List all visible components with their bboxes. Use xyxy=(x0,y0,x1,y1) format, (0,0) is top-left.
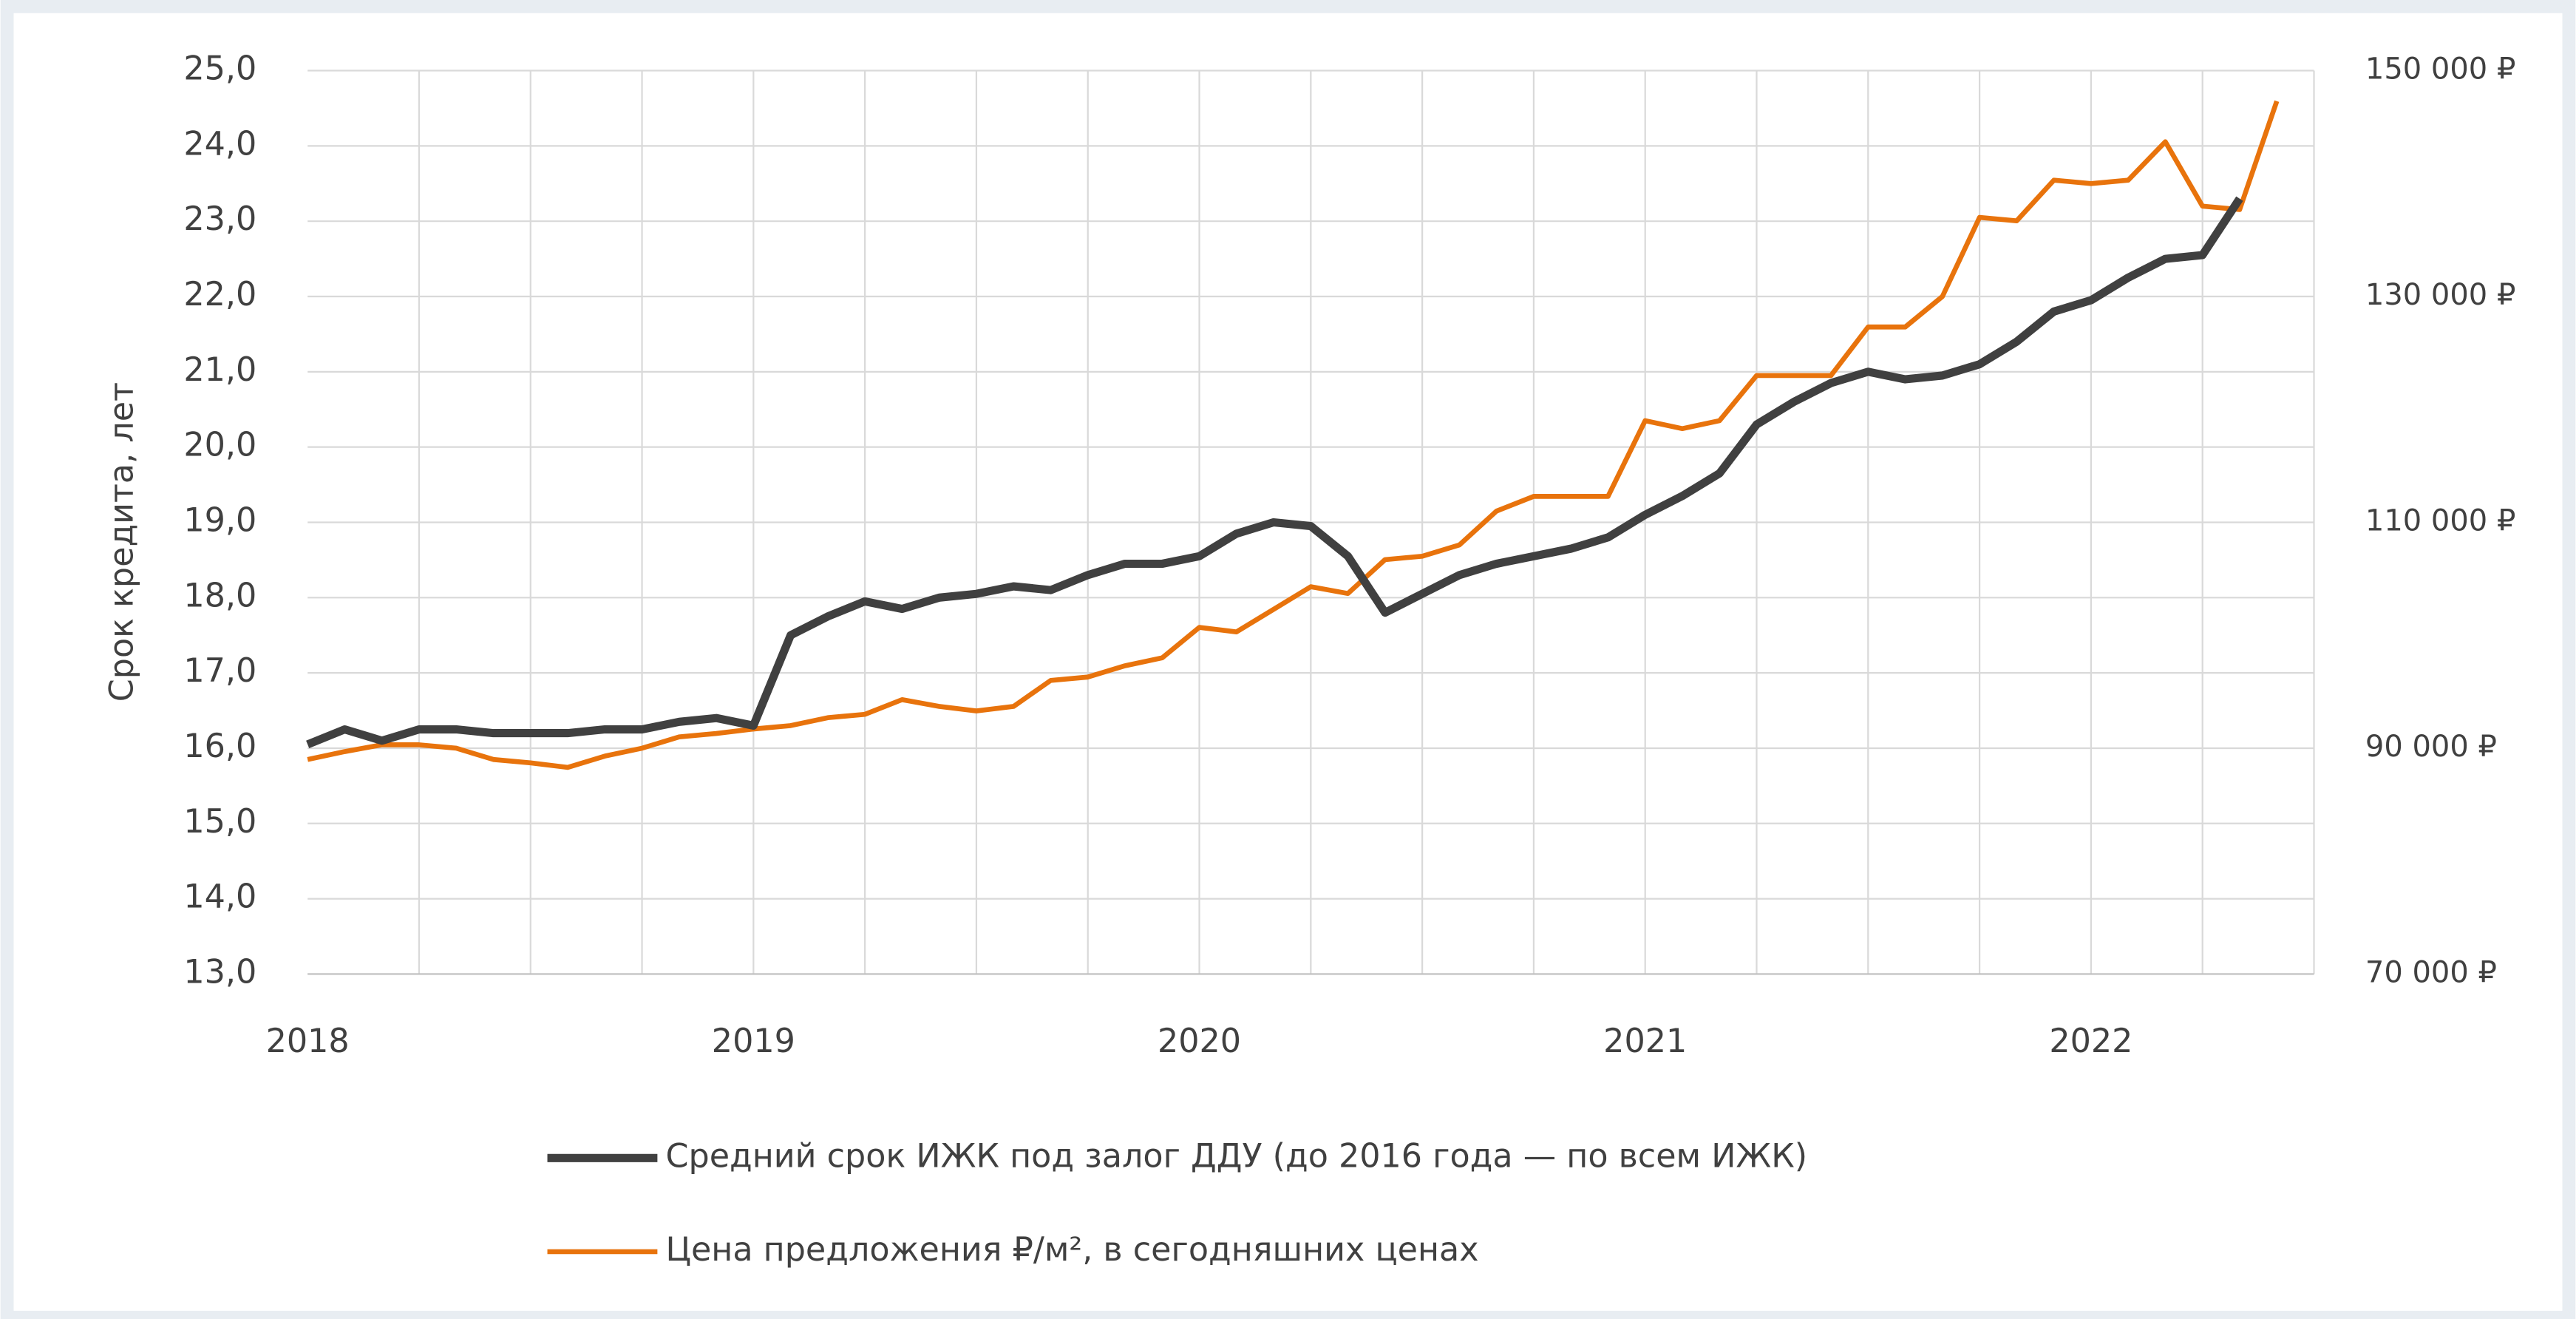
y-tick-label: 13,0 xyxy=(183,953,256,991)
y2-tick-label: 90 000 ₽ xyxy=(2365,730,2497,764)
y2-tick-label: 130 000 ₽ xyxy=(2365,278,2515,312)
x-tick-label: 2020 xyxy=(1158,1023,1241,1060)
y-tick-label: 16,0 xyxy=(183,728,256,765)
x-tick-label: 2021 xyxy=(1603,1023,1687,1060)
y-tick-label: 17,0 xyxy=(183,652,256,690)
y-tick-label: 23,0 xyxy=(183,200,256,238)
y2-tick-label: 110 000 ₽ xyxy=(2365,503,2515,538)
y-tick-label: 14,0 xyxy=(183,878,256,916)
panel xyxy=(13,13,2563,1311)
x-tick-label: 2018 xyxy=(266,1023,350,1060)
y2-tick-label: 150 000 ₽ xyxy=(2365,52,2515,87)
y-tick-label: 18,0 xyxy=(183,577,256,614)
y-tick-label: 22,0 xyxy=(183,276,256,313)
series-line xyxy=(306,196,2243,749)
y2-tick-label: 70 000 ₽ xyxy=(2365,955,2497,989)
y-tick-label: 21,0 xyxy=(183,351,256,389)
x-tick-label: 2019 xyxy=(712,1023,795,1060)
legend-label: Цена предложения ₽/м², в сегодняшних цен… xyxy=(665,1231,1478,1269)
y-tick-label: 25,0 xyxy=(183,50,256,88)
y-tick-label: 19,0 xyxy=(183,501,256,539)
x-tick-label: 2022 xyxy=(2049,1023,2132,1060)
legend-label: Средний срок ИЖК под залог ДДУ (до 2016 … xyxy=(665,1137,1807,1175)
y-axis-label: Срок кредита, лет xyxy=(103,382,140,702)
y-tick-label: 20,0 xyxy=(183,427,256,464)
y-tick-label: 24,0 xyxy=(183,125,256,163)
y-tick-label: 15,0 xyxy=(183,803,256,841)
series-line xyxy=(307,100,2280,770)
